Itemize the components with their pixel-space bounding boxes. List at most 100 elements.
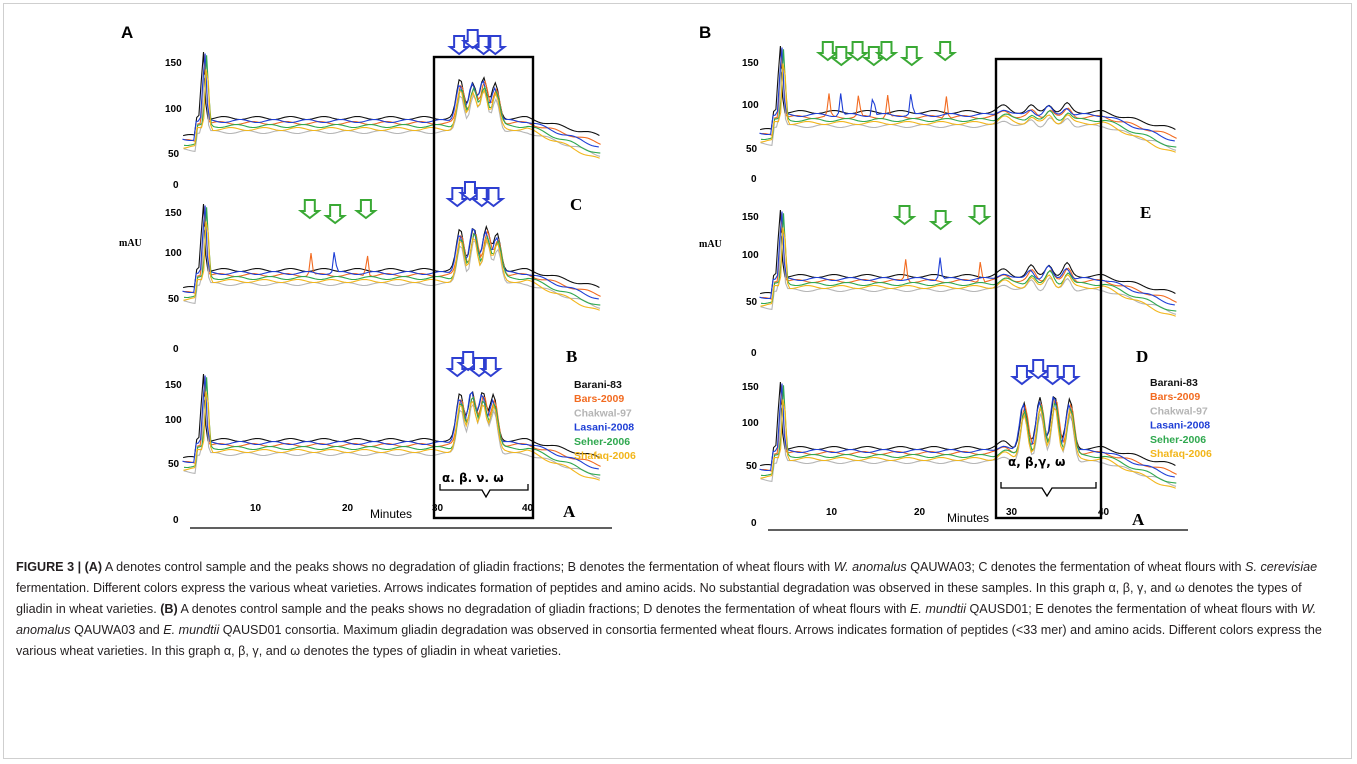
legend-item-lasani-2008: Lasani-2008 — [574, 422, 634, 434]
panel-b-traces — [760, 42, 1177, 488]
panel-a-ytick: 100 — [165, 415, 182, 426]
legend-item-seher-2006: Seher-2006 — [574, 436, 630, 448]
green-arrow-icon — [832, 47, 850, 65]
trace-line-seher-2006 — [761, 49, 1176, 147]
trace-label-e: E — [1140, 203, 1151, 222]
blue-arrow-icon — [1044, 366, 1062, 384]
panel-a-legend: Barani-83Bars-2009Chakwal-97Lasani-2008S… — [574, 379, 636, 462]
panel-b: B mAU 150 100 50 0 150 100 50 0 150 100 … — [699, 23, 1212, 530]
panel-b-ytick: 100 — [742, 418, 759, 429]
panel-b-ytick: 50 — [746, 461, 758, 472]
caption-text: QAUWA03; C denotes the fermentation of w… — [907, 560, 1245, 574]
panel-b-ytick: 100 — [742, 100, 759, 111]
panel-a-brace — [440, 484, 528, 497]
trace-line-seher-2006 — [184, 377, 600, 475]
panel-a-ytick: 150 — [165, 208, 182, 219]
panel-a-box-label: α. β. ν. ω — [442, 471, 504, 485]
caption-heading: FIGURE 3 | (A) — [16, 560, 102, 574]
panel-a-ytick: 50 — [168, 459, 180, 470]
trace-line-seher-2006 — [761, 385, 1176, 483]
green-arrow-icon — [326, 205, 344, 223]
green-arrow-icon — [903, 47, 921, 65]
caption-species: W. anomalus — [834, 560, 907, 574]
panel-a-y-label: mAU — [119, 238, 142, 249]
panel-b-ytick: 0 — [751, 174, 757, 185]
trace-line-shafaq-2006 — [760, 64, 1175, 153]
panel-a-x-label: Minutes — [370, 507, 412, 521]
legend-item-barani-83: Barani-83 — [1150, 377, 1198, 389]
panel-b-ytick: 150 — [742, 382, 759, 393]
legend-item-barani-83: Barani-83 — [574, 379, 622, 391]
trace-line-shafaq-2006 — [183, 70, 599, 159]
caption-text: QAUSD01; E denotes the fermentation of w… — [966, 602, 1301, 616]
green-arrow-icon — [932, 211, 950, 229]
trace-line-shafaq-2006 — [183, 392, 599, 481]
panel-b-ytick: 100 — [742, 250, 759, 261]
trace-label-b: B — [566, 347, 577, 366]
panel-b-legend: Barani-83 Bars-2009 Chakwal-97 Lasani-2008 S… — [1150, 377, 1212, 460]
trace-line-seher-2006 — [761, 213, 1176, 311]
caption-species: E. mundtii — [163, 623, 219, 637]
panel-b-ytick: 50 — [746, 144, 758, 155]
trace-label-d: D — [1136, 347, 1148, 366]
panel-a-traces — [183, 30, 601, 480]
blue-arrow-icon — [1013, 366, 1031, 384]
panel-b-xtick: 40 — [1098, 507, 1110, 518]
blue-arrow-icon — [1029, 360, 1047, 378]
panel-b-ytick: 0 — [751, 348, 757, 359]
panel-a-ytick: 100 — [165, 104, 182, 115]
panel-a-ytick: 0 — [173, 344, 179, 355]
panel-a-xtick: 10 — [250, 503, 262, 514]
panel-a: A mAU 150 100 50 0 150 100 50 0 150 100 … — [119, 23, 636, 528]
caption-heading-b: (B) — [160, 602, 177, 616]
panel-a-ytick: 150 — [165, 58, 182, 69]
green-arrow-icon — [301, 200, 319, 218]
green-arrow-icon — [357, 200, 375, 218]
trace-line-chakwal-97 — [184, 75, 600, 157]
trace-line-shafaq-2006 — [183, 222, 599, 311]
caption-text: A denotes control sample and the peaks s… — [178, 602, 910, 616]
panel-a-xtick: 20 — [342, 503, 354, 514]
trace-line-chakwal-97 — [761, 69, 1176, 151]
panel-b-ytick: 150 — [742, 58, 759, 69]
green-arrow-icon — [936, 42, 954, 60]
trace-label-c: C — [570, 195, 582, 214]
legend-item-bars-2009: Bars-2009 — [574, 393, 624, 405]
trace-line-chakwal-97 — [761, 405, 1176, 487]
legend-item-lasani-2008: Lasani-2008 — [1150, 420, 1210, 432]
panel-b-ytick: 50 — [746, 297, 758, 308]
trace-label-a: A — [563, 502, 576, 521]
chromatogram-figure: A mAU 150 100 50 0 150 100 50 0 150 100 … — [0, 0, 1357, 560]
panel-a-ytick: 50 — [168, 294, 180, 305]
trace-line-seher-2006 — [184, 207, 600, 305]
blue-arrow-icon — [450, 36, 468, 54]
blue-arrow-icon — [1060, 366, 1078, 384]
trace-line-shafaq-2006 — [760, 400, 1175, 489]
panel-a-letter: A — [121, 23, 133, 42]
legend-item-seher-2006: Seher-2006 — [1150, 434, 1206, 446]
trace-line-chakwal-97 — [761, 233, 1176, 315]
panel-a-ytick: 100 — [165, 248, 182, 259]
panel-a-ytick: 0 — [173, 515, 179, 526]
panel-b-xtick: 20 — [914, 507, 926, 518]
legend-item-shafaq-2006: Shafaq-2006 — [1150, 448, 1212, 460]
panel-b-ytick: 0 — [751, 518, 757, 529]
legend-item-bars-2009: Bars-2009 — [1150, 391, 1200, 403]
trace-line-shafaq-2006 — [760, 228, 1175, 317]
trace-line-seher-2006 — [184, 55, 600, 153]
panel-b-y-label: mAU — [699, 239, 722, 250]
green-arrow-icon — [896, 206, 914, 224]
panel-a-ytick: 150 — [165, 380, 182, 391]
panel-a-ytick: 0 — [173, 180, 179, 191]
figure-caption: FIGURE 3 | (A) A denotes control sample … — [16, 557, 1341, 662]
panel-b-xtick: 10 — [826, 507, 838, 518]
caption-text: QAUWA03 and — [71, 623, 164, 637]
panel-b-letter: B — [699, 23, 711, 42]
panel-b-ytick: 150 — [742, 212, 759, 223]
trace-line-chakwal-97 — [184, 397, 600, 479]
caption-species: S. cerevisiae — [1245, 560, 1317, 574]
legend-item-chakwal-97: Chakwal-97 — [1150, 405, 1208, 417]
trace-line-chakwal-97 — [184, 227, 600, 309]
trace-label-a2: A — [1132, 510, 1145, 529]
legend-item-shafaq-2006: Shafaq-2006 — [574, 450, 636, 462]
